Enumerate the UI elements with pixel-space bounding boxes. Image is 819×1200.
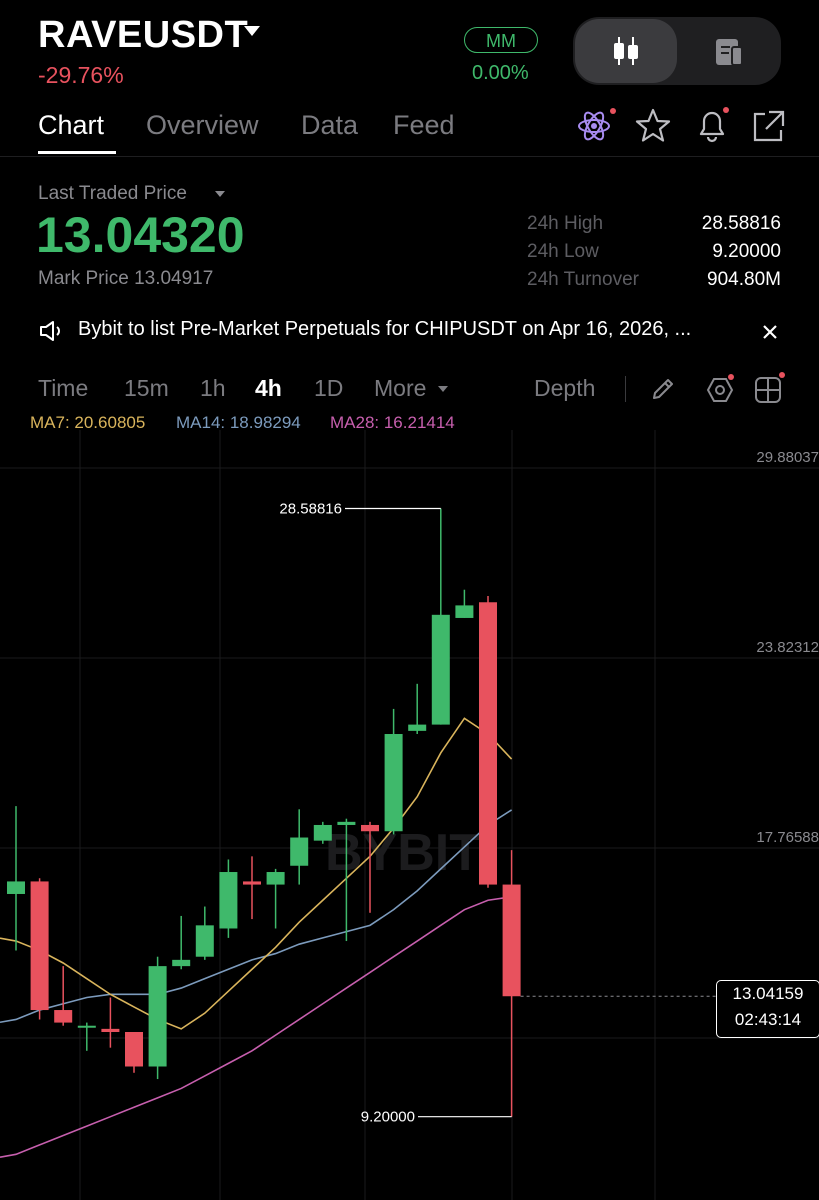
tab-divider [0,156,819,157]
news-ticker[interactable]: Bybit to list Pre-Market Perpetuals for … [78,318,692,340]
favorite-button[interactable] [634,107,672,150]
candle-body [7,881,25,894]
candle-body [148,966,167,1067]
draw-button[interactable] [649,376,677,409]
layout-button[interactable] [753,372,789,411]
mm-badge[interactable]: MM [464,27,538,53]
tab-feed[interactable]: Feed [393,110,455,140]
bell-icon [699,107,729,143]
stat-label-high: 24h High [527,213,604,234]
active-tab-indicator [38,151,116,154]
ma28-line [0,896,512,1158]
share-icon [753,110,785,142]
candle-body [30,881,49,1011]
stat-label-turnover: 24h Turnover [527,269,639,290]
document-icon [716,39,743,66]
candle-body [361,824,379,832]
low-marker-label: 9.20000 [361,1109,415,1126]
candle-body [313,824,332,841]
tf-4h[interactable]: 4h [255,375,282,401]
mark-price: Mark Price 13.04917 [38,268,214,289]
watermark: BYBIT [325,824,481,882]
tab-overview[interactable]: Overview [146,110,259,140]
tf-time[interactable]: Time [38,375,89,401]
candlestick-icon [614,37,638,65]
hexagon-icon [706,374,734,402]
candle-body [77,1025,96,1028]
pencil-icon [653,379,673,399]
depth-button[interactable]: Depth [534,375,596,401]
candle-body [431,614,450,725]
candle-body [243,881,261,885]
candle-body [455,605,474,618]
ma28-label: MA28: 16.21414 [330,413,455,432]
stat-value-high: 28.58816 [701,213,781,234]
share-button[interactable] [750,108,786,149]
candle-body [337,821,356,825]
candle-body [172,959,191,967]
tf-15m[interactable]: 15m [124,375,169,401]
candlestick-view-button[interactable] [575,19,677,83]
stat-value-low: 9.20000 [712,241,781,262]
ma14-label: MA14: 18.98294 [176,413,301,432]
y-tick-label: 17.76588 [756,829,819,846]
current-price-label: 13.04159 [732,984,804,1003]
candle-body [125,1031,143,1067]
atom-icon [578,108,616,141]
candle-body [266,872,285,885]
grid-icon [755,372,785,403]
candle-body [195,925,214,957]
alert-button[interactable] [693,106,731,149]
chevron-down-icon[interactable] [244,26,260,36]
candle-body [219,872,238,929]
candle-body [101,1028,120,1032]
speaker-icon [38,318,64,349]
indicator-button[interactable] [700,374,736,411]
tf-1d[interactable]: 1D [314,375,344,401]
countdown-label: 02:43:14 [734,1010,802,1029]
close-icon[interactable] [760,322,780,347]
candle-body [502,884,521,997]
high-marker-label: 28.58816 [279,501,342,518]
chevron-down-icon[interactable] [438,386,448,392]
document-view-button[interactable] [680,19,780,83]
tf-more[interactable]: More [374,375,427,401]
ma7-line [0,717,513,1030]
symbol-title[interactable]: RAVEUSDT [38,14,249,56]
price-change: -29.76% [38,62,124,88]
candle-body [290,837,309,866]
last-traded-label[interactable]: Last Traded Price [38,183,187,204]
candle-body [54,1010,73,1023]
toolbar-divider [625,376,626,402]
ma14-line [0,809,513,1024]
chevron-down-icon[interactable] [215,191,225,197]
candlestick-chart[interactable]: BYBIT29.8803723.8231217.7658811.7086428.… [0,430,819,1200]
atom-button[interactable] [576,108,616,149]
mm-value: 0.00% [472,62,529,84]
stat-label-low: 24h Low [527,241,599,262]
ma7-label: MA7: 20.60805 [30,413,146,432]
tab-chart[interactable]: Chart [38,110,105,140]
y-tick-label: 29.88037 [756,449,819,466]
candle-body [408,724,427,731]
candle-body [479,602,497,885]
y-tick-label: 23.82312 [756,639,819,656]
tf-1h[interactable]: 1h [200,375,226,401]
tab-data[interactable]: Data [301,110,359,140]
current-price-box: 13.04159 02:43:14 [716,980,819,1038]
star-icon [635,108,671,142]
last-traded-price: 13.04320 [36,207,245,263]
stat-value-turnover: 904.80M [707,269,781,290]
candle-body [384,734,403,832]
